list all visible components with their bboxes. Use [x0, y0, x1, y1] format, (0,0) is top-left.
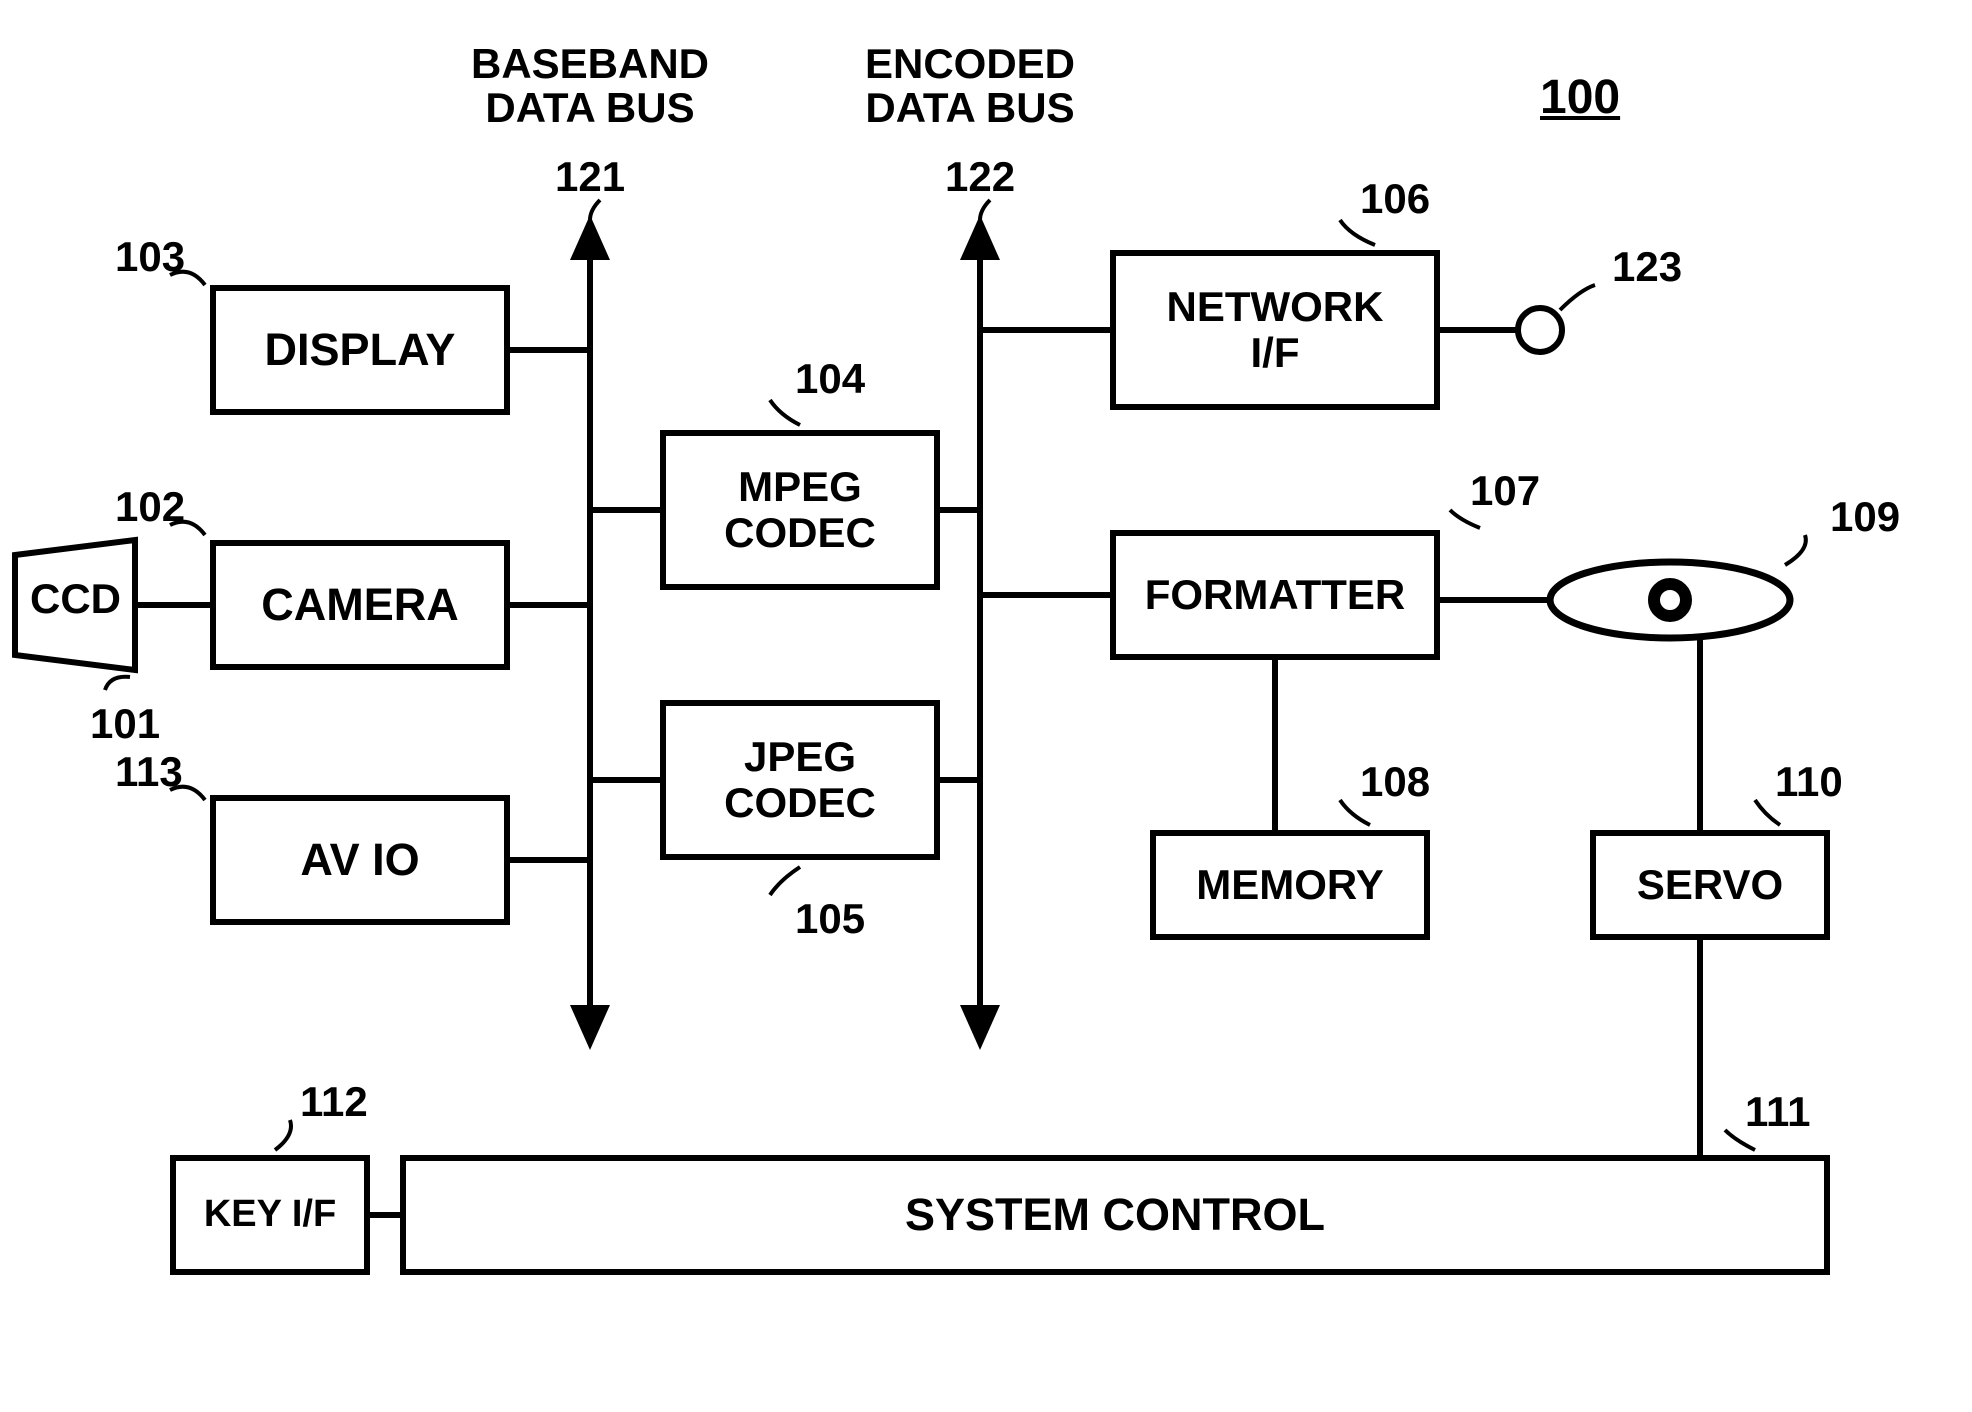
jpeg-codec-block: JPEG CODEC: [660, 700, 940, 860]
ref-111: 111: [1745, 1088, 1810, 1136]
ref-122: 122: [945, 153, 1015, 201]
ref-107: 107: [1470, 467, 1540, 515]
ref-102: 102: [115, 483, 185, 531]
ref-103: 103: [115, 233, 185, 281]
ref-121: 121: [555, 153, 625, 201]
formatter-block: FORMATTER: [1110, 530, 1440, 660]
ref-113: 113: [115, 748, 183, 796]
ref-106: 106: [1360, 175, 1430, 223]
servo-block: SERVO: [1590, 830, 1830, 940]
ref-100: 100: [1540, 70, 1620, 125]
ref-101: 101: [90, 700, 160, 748]
ref-112: 112: [300, 1078, 368, 1126]
ref-109: 109: [1830, 493, 1900, 541]
ref-123: 123: [1612, 243, 1682, 291]
ref-110: 110: [1775, 758, 1843, 806]
mpeg-codec-block: MPEG CODEC: [660, 430, 940, 590]
encoded-bus-label: ENCODED DATA BUS: [840, 42, 1100, 130]
diagram-canvas: { "title_ref": "100", "typography": { "b…: [0, 0, 1972, 1412]
ref-104: 104: [795, 355, 865, 403]
network-if-block: NETWORK I/F: [1110, 250, 1440, 410]
ccd-label: CCD: [18, 575, 133, 623]
memory-block: MEMORY: [1150, 830, 1430, 940]
ref-105: 105: [795, 895, 865, 943]
key-if-block: KEY I/F: [170, 1155, 370, 1275]
display-block: DISPLAY: [210, 285, 510, 415]
camera-block: CAMERA: [210, 540, 510, 670]
ref-108: 108: [1360, 758, 1430, 806]
baseband-bus-label: BASEBAND DATA BUS: [455, 42, 725, 130]
avio-block: AV IO: [210, 795, 510, 925]
system-control-block: SYSTEM CONTROL: [400, 1155, 1830, 1275]
